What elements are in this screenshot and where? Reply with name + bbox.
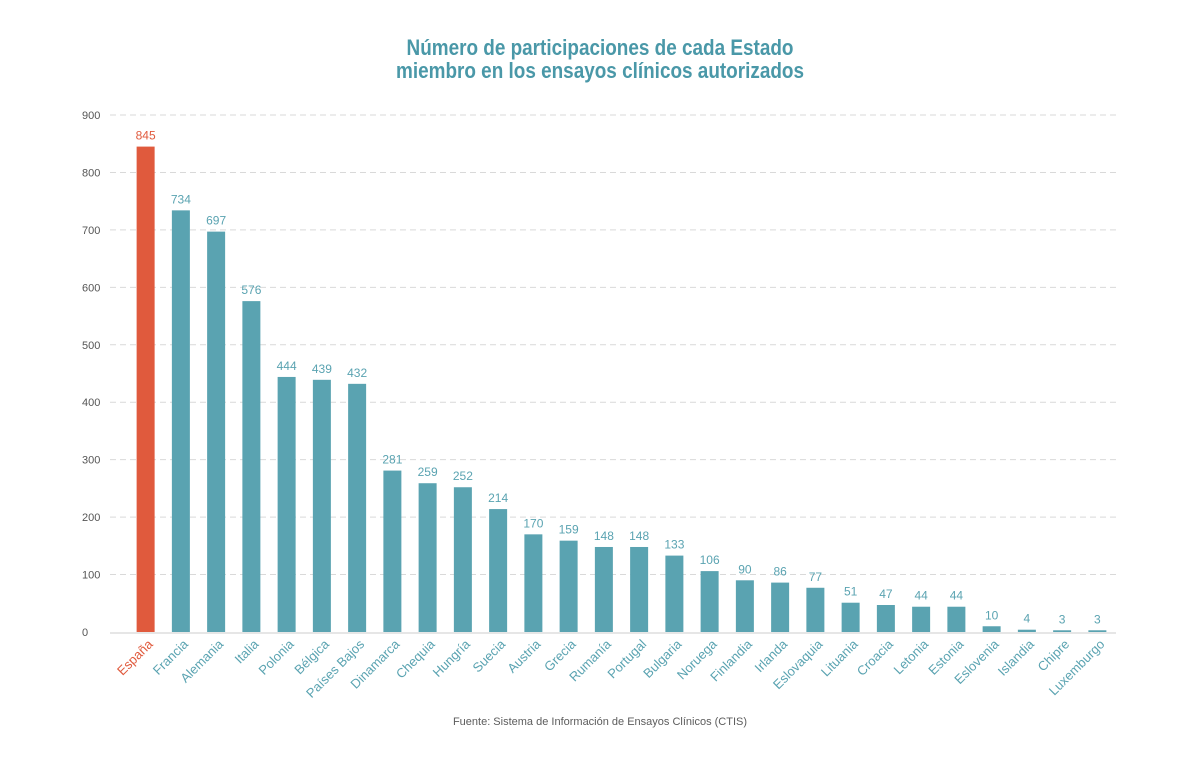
x-tick-label: España (114, 636, 156, 678)
bar (1053, 630, 1072, 632)
bar (700, 571, 719, 632)
data-label: 259 (418, 465, 438, 479)
bar (524, 534, 543, 632)
bar (841, 602, 860, 632)
bar (735, 580, 754, 632)
data-label: 47 (879, 587, 893, 601)
bar (876, 605, 895, 632)
x-tick-label: Suecia (470, 636, 509, 675)
bar (383, 470, 402, 632)
x-tick-label: Croacia (854, 636, 897, 679)
bar (418, 483, 437, 632)
bar (277, 376, 296, 632)
bar (312, 379, 331, 632)
x-tick-label: Chequia (393, 636, 438, 681)
y-tick-label: 400 (82, 397, 100, 409)
chart-title: Número de participaciones de cada Estado… (84, 36, 1116, 82)
bar (1088, 630, 1107, 632)
bar (453, 487, 472, 632)
chart-title-line-1: Número de participaciones de cada Estado (406, 35, 794, 60)
bar (489, 509, 508, 632)
data-label: 51 (844, 585, 858, 599)
bar (982, 626, 1001, 632)
y-tick-label: 300 (82, 455, 100, 467)
bar (665, 555, 684, 632)
data-label: 90 (738, 562, 752, 576)
x-tick-label: Letonia (890, 636, 931, 677)
x-tick-label: Lituania (818, 636, 861, 679)
data-label: 3 (1094, 612, 1101, 626)
data-label: 10 (985, 608, 999, 622)
y-tick-label: 800 (82, 167, 100, 179)
x-tick-label: Islandia (995, 636, 1038, 679)
data-label: 252 (453, 469, 473, 483)
data-label: 576 (241, 283, 261, 297)
bar (559, 540, 578, 632)
y-tick-label: 200 (82, 512, 100, 524)
data-label: 439 (312, 362, 332, 376)
data-label: 432 (347, 366, 367, 380)
data-label: 86 (773, 565, 787, 579)
bar (1017, 629, 1036, 632)
bar (594, 546, 613, 632)
data-label: 4 (1024, 612, 1031, 626)
data-label: 170 (523, 516, 543, 530)
data-label: 148 (594, 529, 614, 543)
y-tick-label: 500 (82, 340, 100, 352)
data-label: 697 (206, 214, 226, 228)
bar (242, 301, 261, 632)
data-label: 77 (809, 570, 823, 584)
x-tick-label: Hungría (430, 636, 474, 680)
x-tick-label: Portugal (604, 636, 649, 681)
data-label: 44 (950, 589, 964, 603)
y-tick-label: 600 (82, 282, 100, 294)
bar (207, 231, 226, 632)
y-tick-label: 700 (82, 225, 100, 237)
data-label: 44 (914, 589, 928, 603)
data-label: 106 (700, 553, 720, 567)
x-tick-label: Polonia (255, 636, 297, 678)
data-label: 845 (136, 129, 156, 143)
source-note: Fuente: Sistema de Información de Ensayo… (452, 716, 748, 728)
bar (348, 383, 367, 632)
bar (806, 587, 825, 632)
x-tick-label: Austria (504, 636, 544, 676)
data-label: 734 (171, 192, 191, 206)
y-tick-label: 900 (82, 110, 100, 122)
bar (630, 546, 649, 632)
data-label: 3 (1059, 612, 1066, 626)
data-label: 148 (629, 529, 649, 543)
bar (947, 606, 966, 632)
data-label: 444 (277, 359, 297, 373)
chart-title-line-2: miembro en los ensayos clínicos autoriza… (396, 58, 804, 83)
bar (912, 606, 931, 632)
y-tick-label: 100 (82, 570, 100, 582)
bar (771, 582, 790, 632)
data-label: 281 (382, 453, 402, 467)
data-label: 133 (664, 538, 684, 552)
y-tick-label: 0 (82, 627, 88, 639)
bar (136, 146, 155, 632)
data-label: 214 (488, 491, 508, 505)
bar (171, 210, 190, 632)
x-tick-label: Italia (231, 636, 262, 667)
data-label: 159 (559, 523, 579, 537)
